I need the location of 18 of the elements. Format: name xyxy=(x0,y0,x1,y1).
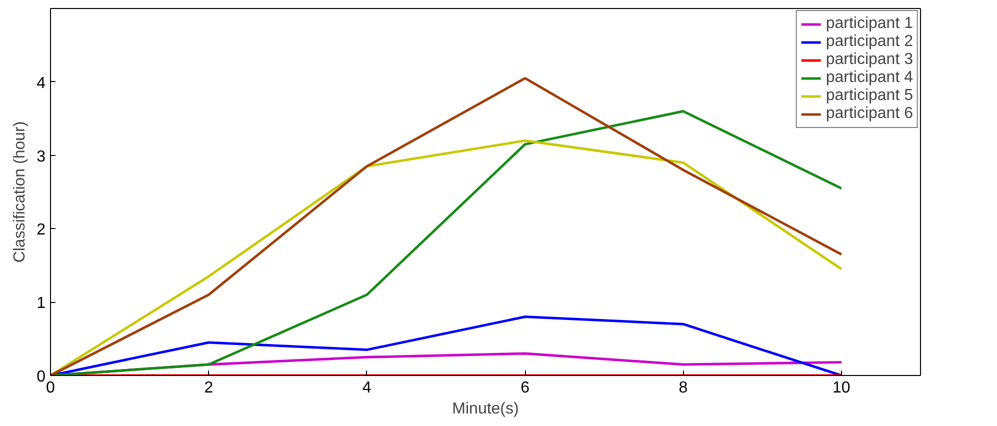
legend-label: participant 2 xyxy=(826,33,913,51)
legend-label: participant 4 xyxy=(826,69,913,87)
y-tick-label: 4 xyxy=(36,74,46,92)
x-tick-label: 8 xyxy=(678,380,688,396)
y-axis-title: Classification (hour) xyxy=(12,121,29,263)
legend-label: participant 1 xyxy=(826,15,913,33)
legend-label: participant 3 xyxy=(826,51,913,69)
x-tick-label: 4 xyxy=(362,380,372,396)
x-tick-label: 6 xyxy=(520,380,530,396)
legend-label: participant 6 xyxy=(826,105,913,123)
x-axis-title: Minute(s) xyxy=(452,400,519,418)
y-tick-label: 3 xyxy=(36,148,46,166)
y-tick-label: 0 xyxy=(36,368,46,386)
y-tick-label: 2 xyxy=(36,222,46,239)
x-tick-label: 10 xyxy=(832,380,850,396)
y-tick-label: 1 xyxy=(36,295,46,312)
x-tick-label: 2 xyxy=(204,380,214,396)
legend-label: participant 5 xyxy=(826,87,913,105)
